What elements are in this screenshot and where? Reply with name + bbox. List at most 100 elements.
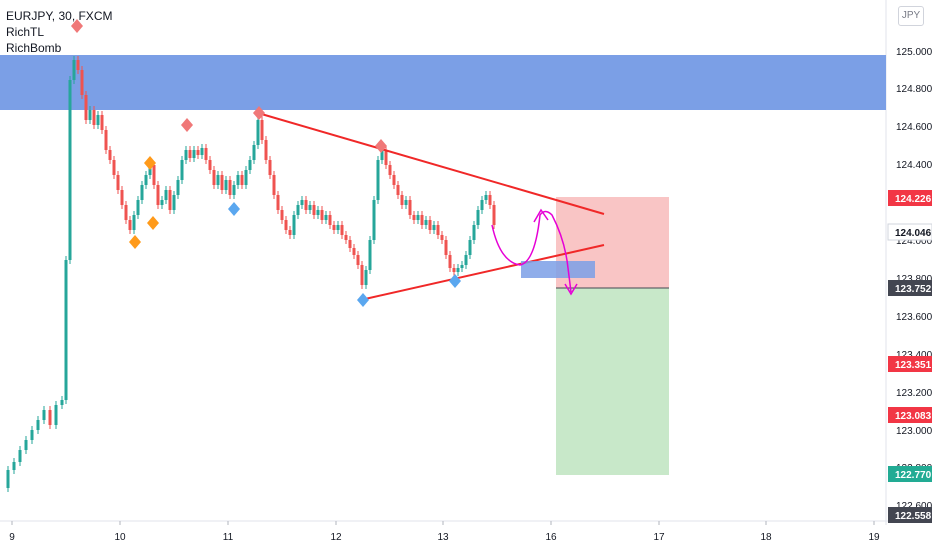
candle-body [292,215,296,235]
forecast-path[interactable] [491,210,572,293]
supply-zone[interactable] [0,55,886,110]
candle-body [272,175,276,195]
candle-body [364,270,368,285]
symbol-title[interactable]: EURJPY, 30, FXCM [6,9,113,23]
time-axis[interactable]: 9 10 11 12 13 16 17 18 19 [9,521,880,543]
candle-body [288,230,292,235]
diamond-marker-icon [228,202,240,216]
candle-body [356,255,360,265]
candle-body [488,195,492,205]
price-tag-label: 124.226 [895,194,932,205]
candle-body [120,190,124,205]
price-tag-label: 123.351 [895,360,932,371]
candle-body [18,450,22,462]
candle-body [232,185,236,195]
candle-body [12,462,16,470]
price-tag-label: 123.083 [895,411,932,422]
candle-body [436,225,440,235]
candle-body [296,205,300,215]
candle-body [42,410,46,420]
candle-body [192,150,196,158]
candle-body [200,148,204,155]
indicator-richbomb[interactable]: RichBomb [6,41,62,55]
candle-body [412,215,416,220]
price-tag: 124.046 [887,223,932,241]
price-axis[interactable]: 125.000124.800124.600124.400124.200124.0… [896,47,932,512]
candle-body [236,175,240,185]
time-tick-label: 16 [545,532,557,543]
candle-body [300,200,304,205]
candle-body [156,185,160,205]
signal-markers [71,19,461,307]
candle-body [388,165,392,175]
diamond-marker-icon [357,293,369,307]
lower-trendline[interactable] [364,244,605,300]
entry-zone[interactable] [521,261,595,278]
candles [6,56,496,492]
candle-body [36,420,40,430]
candle-body [88,110,92,120]
price-tag-label: 122.770 [895,470,932,481]
candle-body [332,225,336,230]
time-tick-label: 10 [114,532,126,543]
price-tick-label: 124.600 [896,122,932,133]
candle-body [100,115,104,130]
price-tick-label: 124.400 [896,160,932,171]
candle-body [404,200,408,205]
candle-body [216,175,220,185]
candle-body [304,200,308,210]
candle-body [76,60,80,70]
price-tag-label: 122.558 [895,511,932,522]
candle-body [328,215,332,225]
candle-body [352,248,356,255]
candle-body [368,240,372,270]
diamond-marker-icon [375,139,387,153]
candle-body [240,175,244,185]
candle-body [140,185,144,200]
currency-button[interactable]: JPY [898,6,924,26]
candle-body [308,205,312,210]
take-profit-zone[interactable] [556,288,669,475]
candle-body [108,150,112,160]
candle-body [492,205,496,225]
price-tag: 123.083 [888,407,932,423]
price-tick-label: 123.400 [896,350,932,361]
candle-body [60,400,64,405]
candle-body [440,235,444,240]
candle-body [180,160,184,180]
candle-body [204,148,208,160]
candle-body [432,225,436,230]
candle-body [212,170,216,185]
price-tag: 122.558 [888,507,932,523]
price-tags: 124.226 124.046 123.752 123.351 123.083 122.7… [887,190,932,523]
price-tag: 122.770 [888,466,932,482]
candle-body [228,180,232,195]
candle-body [468,240,472,255]
candle-body [24,440,28,450]
candle-body [372,200,376,240]
diamond-marker-icon [144,156,156,170]
upper-trendline[interactable] [257,112,605,215]
candle-body [380,150,384,160]
candle-body [144,175,148,185]
time-tick-label: 11 [223,532,234,543]
diamond-marker-icon [181,118,193,132]
price-tick-label: 123.200 [896,388,932,399]
candle-body [408,200,412,215]
time-tick-label: 12 [330,532,342,543]
price-tick-label: 124.000 [896,236,932,247]
candle-body [448,255,452,268]
candle-body [444,240,448,255]
candle-body [48,410,52,425]
candle-body [452,268,456,272]
candle-body [392,175,396,185]
candle-body [276,195,280,210]
candle-body [124,205,128,220]
candle-body [400,195,404,205]
candle-body [280,210,284,220]
candle-body [472,225,476,240]
indicator-richtl[interactable]: RichTL [6,25,45,39]
candle-body [248,160,252,170]
candle-body [284,220,288,230]
